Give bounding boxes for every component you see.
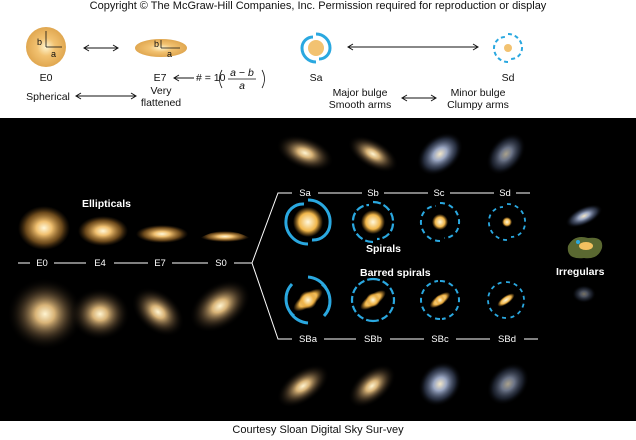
sd-photo	[486, 132, 526, 176]
sbd-photo	[486, 362, 530, 406]
sba-tick-label: SBa	[299, 334, 317, 345]
double-arrow-icon	[347, 43, 479, 51]
sbd-tick-label: SBd	[498, 334, 516, 345]
e0-label: E0	[39, 72, 53, 84]
minor-bulge-label: Minor bulge	[450, 87, 506, 99]
s0-tick-label: S0	[215, 258, 227, 269]
barred-spirals-heading: Barred spirals	[360, 267, 431, 279]
smooth-arms-label: Smooth arms	[328, 99, 392, 111]
sbc-diagram	[419, 280, 461, 320]
double-arrow-icon	[401, 94, 437, 102]
left-arrow-icon	[173, 74, 194, 82]
hubble-tuning-fork: Ellipticals Spirals Barred spirals Irreg…	[0, 118, 636, 421]
irregular-diagram	[567, 237, 603, 259]
sa-photo	[276, 134, 334, 172]
tuning-fork-graphics	[7, 132, 603, 408]
e4-diagram	[78, 216, 128, 246]
sb-diagram	[351, 200, 395, 244]
formula-prefix: # = 10	[196, 72, 226, 84]
sd-tick-label: Sd	[499, 188, 511, 199]
e0-diagram	[18, 206, 70, 250]
very-label: Very	[150, 85, 172, 97]
ellipticals-heading: Ellipticals	[82, 198, 132, 210]
sd-spiral-icon	[492, 33, 524, 63]
major-bulge-label: Major bulge	[332, 87, 388, 99]
formula-numerator: a − b	[230, 67, 254, 79]
sb-photo	[347, 135, 399, 173]
copyright-notice: Copyright © The McGraw-Hill Companies, I…	[89, 0, 547, 12]
sba-photo	[276, 364, 330, 408]
e4-tick-label: E4	[94, 258, 106, 269]
sbb-diagram	[350, 277, 396, 323]
axis-a-label-e7: a	[167, 49, 173, 59]
e7-photo	[131, 287, 185, 337]
clumpy-arms-label: Clumpy arms	[447, 99, 509, 111]
e7-tick-label: E7	[154, 258, 166, 269]
sbc-tick-label: SBc	[431, 334, 449, 345]
double-arrow-icon	[83, 44, 119, 52]
legend-graphics	[26, 27, 524, 102]
sd-diagram	[488, 203, 526, 241]
sb-tick-label: Sb	[367, 188, 379, 199]
sc-diagram	[419, 201, 461, 243]
sbb-photo	[348, 364, 396, 408]
sbb-tick-label: SBb	[364, 334, 382, 345]
e0-photo	[7, 278, 83, 350]
spirals-heading: Spirals	[366, 243, 402, 255]
sa-tick-label: Sa	[299, 188, 311, 199]
formula-denominator: a	[239, 80, 245, 92]
e0-tick-label: E0	[36, 258, 48, 269]
e7-label: E7	[153, 72, 167, 84]
sd-label: Sd	[501, 72, 515, 84]
axis-a-label: a	[51, 49, 57, 59]
s0-diagram	[200, 231, 250, 242]
e7-diagram	[136, 225, 188, 243]
irregular-photo-bottom	[572, 285, 596, 303]
sba-diagram	[284, 275, 332, 325]
axis-b-label: b	[37, 37, 43, 47]
e4-photo	[70, 288, 130, 340]
sbc-photo	[418, 361, 462, 407]
s0-photo	[189, 279, 251, 333]
sc-photo	[416, 132, 464, 176]
double-arrow-icon	[75, 92, 137, 100]
flattened-label: flattened	[140, 97, 182, 109]
classification-legend: Copyright © The McGraw-Hill Companies, I…	[0, 0, 636, 118]
irregular-photo-top	[565, 204, 603, 228]
axis-b-label-e7: b	[154, 39, 160, 49]
sa-diagram	[284, 198, 332, 246]
sa-spiral-icon	[300, 32, 332, 64]
irregulars-heading: Irregulars	[556, 266, 605, 278]
image-credit: Courtesy Sloan Digital Sky Sur-vey	[0, 421, 636, 440]
sc-tick-label: Sc	[433, 188, 445, 199]
spherical-label: Spherical	[26, 91, 70, 103]
sbd-diagram	[487, 281, 525, 319]
sa-label: Sa	[309, 72, 323, 84]
